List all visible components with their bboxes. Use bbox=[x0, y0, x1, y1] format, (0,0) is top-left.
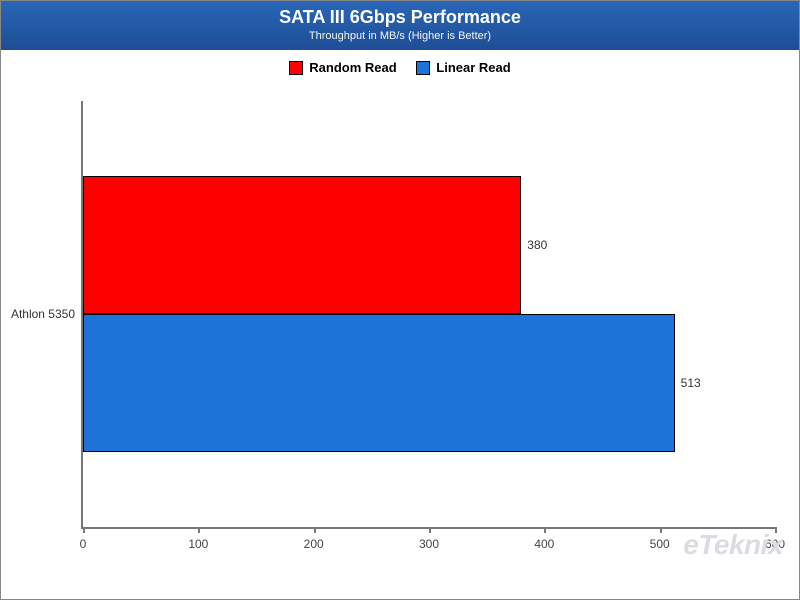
watermark: eTeknix bbox=[683, 529, 783, 561]
bar-value-label: 513 bbox=[681, 376, 701, 390]
x-tick bbox=[429, 527, 431, 533]
plot-area: 0100200300400500600Athlon 5350380513 bbox=[81, 101, 775, 529]
chart-subtitle: Throughput in MB/s (Higher is Better) bbox=[1, 30, 799, 42]
x-tick bbox=[83, 527, 85, 533]
category-label: Athlon 5350 bbox=[11, 307, 75, 321]
x-tick bbox=[314, 527, 316, 533]
plot: 0100200300400500600Athlon 5350380513 bbox=[81, 101, 775, 529]
x-tick bbox=[544, 527, 546, 533]
x-tick-label: 200 bbox=[304, 537, 324, 551]
x-tick-label: 100 bbox=[188, 537, 208, 551]
legend: Random Read Linear Read bbox=[1, 50, 799, 82]
x-tick-label: 0 bbox=[80, 537, 87, 551]
x-tick bbox=[198, 527, 200, 533]
x-tick-label: 500 bbox=[650, 537, 670, 551]
x-tick-label: 300 bbox=[419, 537, 439, 551]
legend-label-random-read: Random Read bbox=[309, 60, 396, 75]
chart-frame: SATA III 6Gbps Performance Throughput in… bbox=[0, 0, 800, 600]
legend-swatch-random-read bbox=[289, 61, 303, 75]
legend-label-linear-read: Linear Read bbox=[436, 60, 510, 75]
chart-header: SATA III 6Gbps Performance Throughput in… bbox=[1, 1, 799, 50]
legend-swatch-linear-read bbox=[416, 61, 430, 75]
bar bbox=[83, 314, 675, 452]
legend-item-linear-read: Linear Read bbox=[416, 60, 510, 75]
legend-item-random-read: Random Read bbox=[289, 60, 396, 75]
chart-title: SATA III 6Gbps Performance bbox=[1, 7, 799, 28]
bar-value-label: 380 bbox=[527, 238, 547, 252]
x-tick bbox=[660, 527, 662, 533]
bar bbox=[83, 176, 521, 314]
x-tick-label: 400 bbox=[534, 537, 554, 551]
